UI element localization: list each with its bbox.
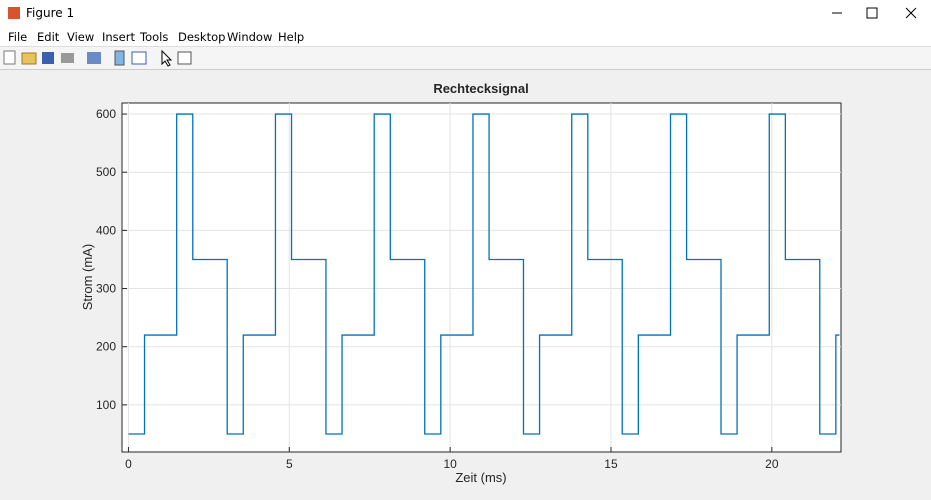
y-tick-label: 400 — [96, 223, 116, 237]
x-tick-label: 15 — [604, 457, 618, 471]
legend-icon[interactable] — [131, 51, 147, 65]
menu-item[interactable]: Insert — [102, 30, 135, 44]
title-bar-icons — [8, 7, 917, 19]
x-tick-label: 10 — [443, 457, 457, 471]
colorbar-icon[interactable] — [114, 50, 125, 66]
axes-box — [121, 102, 842, 453]
menu-item[interactable]: Desktop — [178, 30, 226, 44]
menu-item[interactable]: View — [67, 30, 95, 44]
x-tick-label: 5 — [286, 457, 293, 471]
edit-icon[interactable] — [161, 49, 173, 67]
new-icon[interactable] — [3, 50, 16, 65]
menu-item[interactable]: Help — [278, 30, 305, 44]
title-bar: Figure 1 — [0, 0, 931, 27]
y-tick-label: 100 — [96, 398, 116, 412]
chart: Rechtecksignal Zeit (ms) Strom (mA) 1002… — [80, 81, 842, 485]
toolbar — [0, 46, 931, 70]
window-title: Figure 1 — [26, 6, 75, 20]
print-icon[interactable] — [61, 53, 74, 63]
link-icon[interactable] — [87, 52, 101, 64]
y-tick-label: 500 — [96, 165, 116, 179]
menu-bar: File Edit View Insert Tools Desktop Window Help — [0, 27, 931, 46]
open-icon[interactable] — [21, 52, 37, 65]
y-tick-label: 600 — [96, 107, 116, 121]
y-axis-label: Strom (mA) — [80, 244, 95, 310]
save-icon[interactable] — [42, 52, 54, 64]
x-axis-label: Zeit (ms) — [455, 470, 506, 485]
menu-item[interactable]: File — [8, 30, 28, 44]
y-tick-label: 200 — [96, 340, 116, 354]
x-tick-label: 0 — [125, 457, 132, 471]
menu-item[interactable]: Edit — [37, 30, 60, 44]
menu-item[interactable]: Tools — [140, 30, 169, 44]
app-icon — [8, 7, 20, 19]
chart-title: Rechtecksignal — [433, 81, 528, 96]
close-button[interactable] — [905, 7, 917, 19]
y-tick-label: 300 — [96, 282, 116, 296]
menu-item[interactable]: Window — [227, 30, 273, 44]
signal-line — [128, 113, 840, 435]
inspector-icon[interactable] — [177, 51, 192, 65]
toolbar-icons — [3, 49, 192, 67]
x-tick-label: 20 — [765, 457, 779, 471]
maximize-button[interactable] — [866, 7, 878, 19]
